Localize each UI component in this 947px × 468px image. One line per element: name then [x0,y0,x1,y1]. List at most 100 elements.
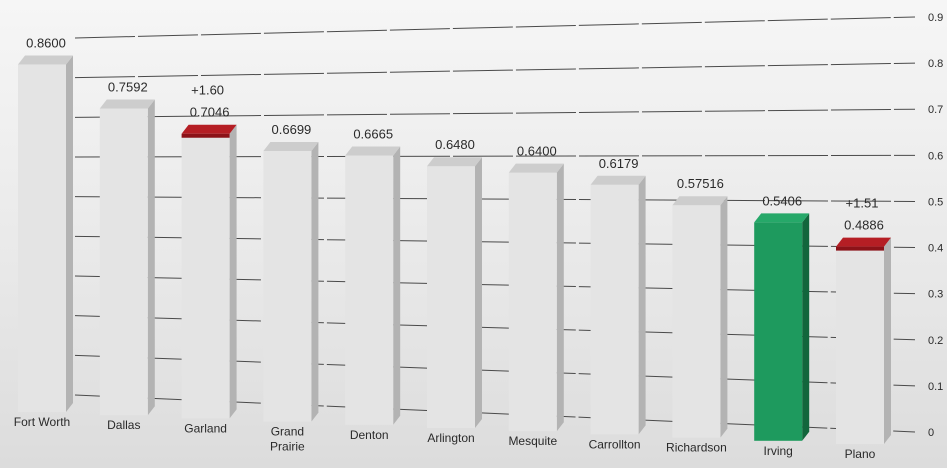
y-tick-label: 0.2 [928,335,943,347]
category-label-line: Garland [184,421,227,435]
value-label-garland: 0.7046 [190,105,230,120]
value-labels: 0.8600 0.7592 0.7046 +1.60 0.6699 0.6665 0.648… [26,36,884,233]
category-label-richardson: Richardson [666,441,727,455]
category-label-irving: Irving [764,444,793,458]
category-label-line: Fort Worth [14,415,70,429]
bar-fort-worth [18,55,73,413]
bar-face [754,222,803,441]
bar-side [638,175,646,435]
category-label-line: Irving [764,444,793,458]
category-label-carrollton: Carrollton [589,437,641,451]
bar-side [475,157,482,428]
bar-dallas [99,99,155,416]
bar-face [672,205,721,438]
value-label-dallas: 0.7592 [108,79,148,94]
value-label-arlington: 0.6480 [435,137,475,152]
bar-side [884,237,891,444]
y-tick-label: 0.5 [928,196,943,208]
category-label-line: Grand [271,425,304,439]
bar-grand-prairie [263,141,319,422]
bar-top [427,157,482,167]
bar-face [427,166,475,428]
bar-side [720,196,728,438]
bar-denton [345,146,401,425]
gridline [74,62,916,79]
bar-face [181,133,230,419]
value-label-mesquite: 0.6400 [517,144,557,159]
annotation-garland: +1.60 [191,83,224,98]
value-label-richardson: 0.57516 [677,176,724,191]
bar-face [590,184,639,435]
bar-top [836,237,891,247]
bar-top [508,163,564,173]
value-label-denton: 0.6665 [353,127,393,142]
bar-face [345,155,394,425]
category-label-fort-worth: Fort Worth [14,415,70,429]
value-label-plano: 0.4886 [844,218,884,233]
y-tick-label: 0.3 [928,289,943,301]
bar-top [590,175,646,185]
category-label-line: Arlington [427,431,474,445]
y-tick-label: 0 [928,427,934,439]
category-label-line: Dallas [107,418,140,432]
category-label-denton: Denton [350,428,389,442]
value-label-fort-worth: 0.8600 [26,36,66,51]
value-label-carrollton: 0.6179 [599,156,639,171]
bar-top-rim [181,133,230,138]
bar-face [99,108,148,416]
category-label-grand-prairie: Grand Prairie [270,425,305,454]
category-label-dallas: Dallas [107,418,140,432]
category-label-line: Carrollton [589,437,641,451]
bar-richardson [672,196,728,438]
bar-carrollton [590,175,646,435]
gridline [74,16,916,39]
bar-arlington [427,157,482,428]
bar-garland [181,124,237,419]
bar-face [836,246,884,444]
bar-top [754,213,810,223]
category-label-line: Mesquite [508,434,557,448]
y-tick-label: 0.1 [928,381,943,393]
y-tick-label: 0.8 [928,58,943,70]
bar-side [556,163,564,432]
category-label-plano: Plano [845,447,876,461]
bar-top [345,146,401,156]
bar-side [66,55,73,413]
bar-plano [836,237,891,444]
y-tick-label: 0.7 [928,104,943,116]
value-label-irving: 0.5406 [762,193,802,208]
bar-side [311,141,319,422]
bar-side [229,124,237,419]
bar-face [263,150,312,422]
category-label-mesquite: Mesquite [508,434,557,448]
bar-top [18,55,73,65]
category-labels: Fort Worth Dallas Garland Grand Prairie Dento… [14,415,876,461]
category-label-arlington: Arlington [427,431,474,445]
bar-top [672,196,728,206]
category-label-line: Prairie [270,440,305,454]
bars [18,55,891,444]
y-tick-label: 0.4 [928,243,943,255]
bar-face [508,172,557,432]
bar-side [393,146,401,425]
category-label-line: Plano [845,447,876,461]
bar-top [263,141,319,151]
gridline [74,108,916,118]
value-label-grand-prairie: 0.6699 [272,122,312,137]
bar-side [147,99,155,416]
y-tick-labels: 0 0.1 0.2 0.3 0.4 0.5 0.6 0.7 0.8 0.9 [928,12,943,439]
category-label-line: Denton [350,428,389,442]
bar-irving [754,213,810,441]
bar-top-rim [836,246,884,251]
category-label-line: Richardson [666,441,727,455]
annotation-plano: +1.51 [846,196,879,211]
bar-mesquite [508,163,564,432]
bar-face [18,64,66,412]
y-tick-label: 0.9 [928,12,943,24]
y-tick-label: 0.6 [928,150,943,162]
bar-side [802,213,810,441]
bar-top [99,99,155,109]
bar-top [181,124,237,134]
category-label-garland: Garland [184,421,227,435]
